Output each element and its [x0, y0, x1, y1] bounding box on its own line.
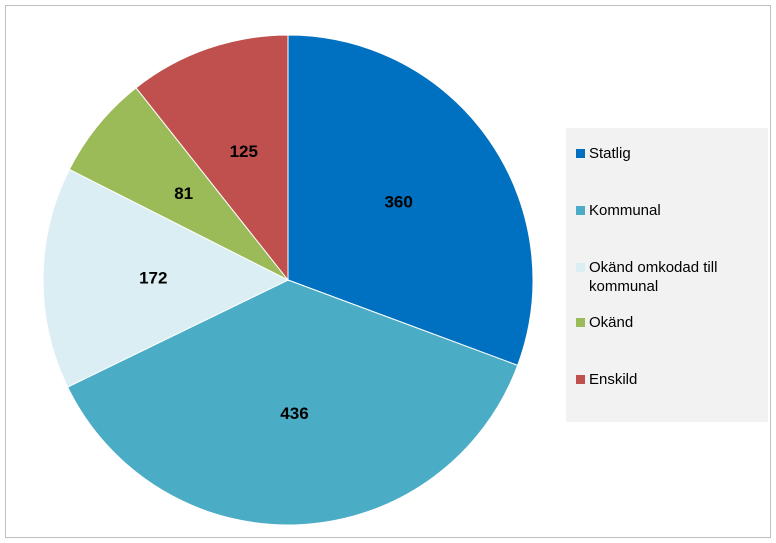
- pie-slice: [66, 279, 519, 526]
- legend-item: Okänd omkodad till kommunal: [576, 258, 762, 313]
- legend-item: Okänd: [576, 313, 762, 351]
- pie-slice: [68, 87, 289, 281]
- data-label: 436: [280, 404, 308, 423]
- legend-swatch: [576, 375, 585, 384]
- data-label: 172: [139, 268, 167, 287]
- pie-slice: [135, 34, 289, 282]
- legend-swatch: [576, 263, 585, 272]
- legend: Statlig Kommunal Okänd omkodad till kommun…: [566, 128, 768, 422]
- legend-label: Statlig: [589, 145, 631, 162]
- legend-item: Statlig: [576, 144, 762, 182]
- legend-label: Enskild: [589, 371, 638, 388]
- pie-slice: [287, 34, 534, 367]
- legend-swatch: [576, 149, 585, 158]
- legend-label: Kommunal: [589, 202, 661, 219]
- legend-swatch: [576, 318, 585, 327]
- data-label: 360: [384, 193, 412, 212]
- legend-swatch: [576, 206, 585, 215]
- data-label: 125: [230, 142, 258, 161]
- legend-label: Okänd omkodad till kommunal: [589, 259, 718, 295]
- legend-item: Kommunal: [576, 201, 762, 239]
- data-label: 81: [174, 184, 193, 203]
- legend-item: Enskild: [576, 370, 762, 408]
- pie-slice: [42, 168, 290, 388]
- legend-label: Okänd: [589, 314, 634, 331]
